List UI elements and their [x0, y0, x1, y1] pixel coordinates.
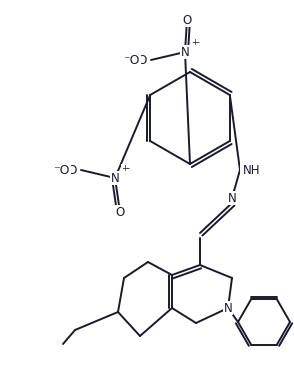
Text: NH: NH	[241, 163, 259, 177]
Text: +: +	[122, 164, 129, 173]
Text: O: O	[115, 205, 125, 219]
Text: N: N	[224, 302, 232, 315]
Text: NH: NH	[243, 163, 261, 177]
Text: ⁻O: ⁻O	[53, 163, 69, 177]
Text: O: O	[182, 14, 192, 27]
Text: N: N	[111, 172, 119, 185]
Text: O: O	[115, 205, 125, 219]
Text: O: O	[182, 14, 192, 27]
Text: N: N	[224, 302, 232, 315]
Text: +: +	[191, 38, 198, 47]
Text: N: N	[228, 191, 236, 205]
Text: +: +	[121, 164, 128, 173]
Text: N: N	[111, 172, 119, 185]
Text: ⁻O: ⁻O	[61, 163, 77, 177]
Text: ⁻O: ⁻O	[131, 53, 147, 66]
Text: +: +	[192, 38, 200, 47]
Text: N: N	[181, 45, 189, 58]
Text: ⁻O: ⁻O	[123, 53, 139, 66]
Text: N: N	[228, 191, 236, 205]
Text: N: N	[181, 45, 189, 58]
